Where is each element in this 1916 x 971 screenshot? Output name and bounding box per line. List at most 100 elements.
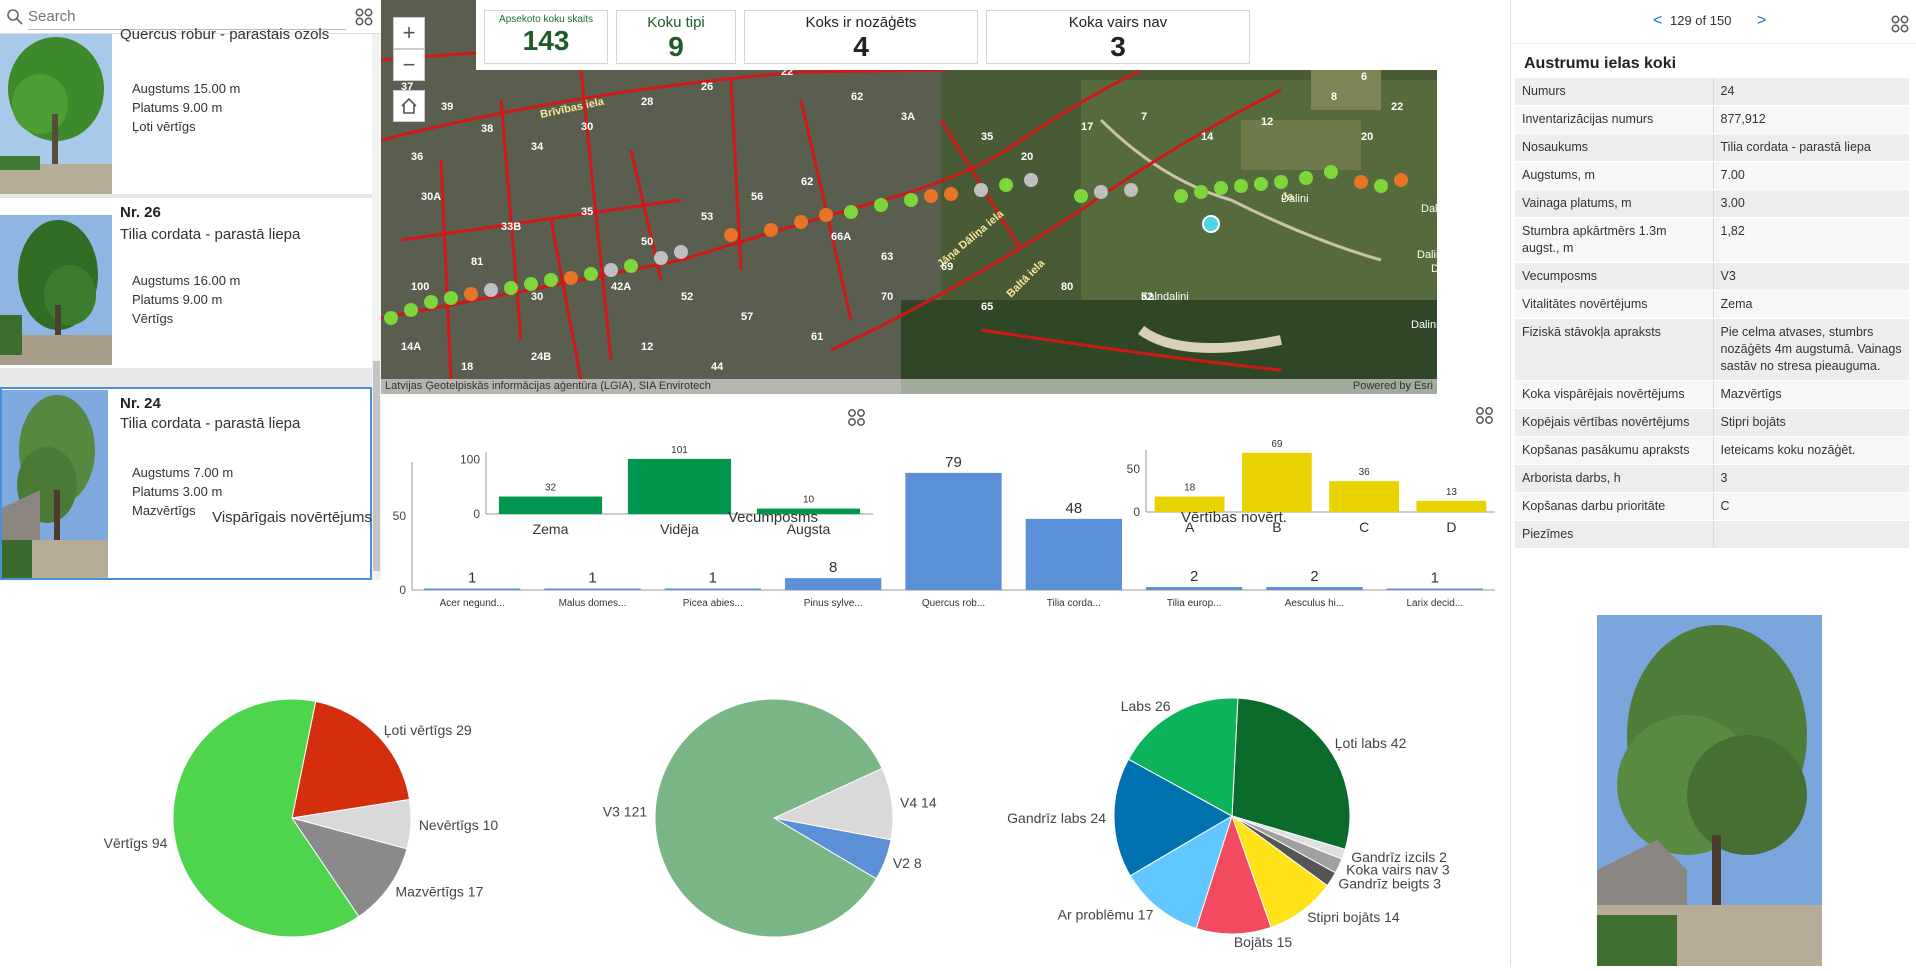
map-view[interactable]: 37 39 38 36 34 30 28 26 22 62 3A 35 20 17 7 14 12 8 30… — [381, 0, 1437, 394]
pie-slice-label: V4 14 — [900, 794, 937, 810]
category-label: Picea abies... — [683, 598, 743, 609]
bar-value-label: 18 — [1184, 483, 1196, 494]
charts-canvas: 0 50 1 Acer negund... 1 Malus domes... 1 Picea … — [104, 407, 1495, 950]
attribute-value: Tilia cordata - parastā liepa — [1713, 133, 1909, 162]
attribute-key: Inventarizācijas numurs — [1515, 105, 1714, 134]
attribute-row: Koka vispārējais novērtējums Mazvērtīgs — [1515, 380, 1909, 409]
list-item-selected[interactable]: Nr. 24 Tilia cordata - parastā liepa Aug… — [0, 387, 372, 580]
layout-grid-icon — [1485, 407, 1493, 415]
svg-text:17: 17 — [1081, 121, 1093, 133]
bar — [905, 472, 1002, 590]
svg-text:57: 57 — [741, 311, 753, 323]
attribute-key: Nosaukums — [1515, 133, 1714, 162]
attribute-row: Vitalitātes novērtējums Zema — [1515, 290, 1909, 319]
tree-value: Vērtīgs — [132, 311, 174, 326]
attribute-value: Ieteicams koku nozāģēt. — [1713, 436, 1909, 465]
category-label: Malus domes... — [559, 598, 627, 609]
bar-value-label: 1 — [709, 570, 717, 587]
svg-text:Dalini 1: Dalini 1 — [1417, 249, 1437, 261]
pie-slice-label: Gandrīz izcils 2 — [1351, 849, 1447, 865]
tree-width: Platums 9.00 m — [132, 100, 223, 115]
pie-slice — [1129, 814, 1233, 930]
home-icon — [401, 97, 417, 114]
svg-text:28: 28 — [641, 96, 653, 108]
category-label: Tilia corda... — [1047, 598, 1101, 609]
layout-grid-icon — [857, 409, 865, 417]
powered-by-esri[interactable]: Powered by Esri — [1352, 380, 1433, 392]
pie-slice — [172, 698, 360, 938]
pie-title: Vecumposms — [728, 509, 818, 526]
layout-grid-icon — [1476, 416, 1484, 424]
layout-grid-icon — [1485, 416, 1493, 424]
pie-slice-label: Ar problēmu 17 — [1058, 906, 1154, 922]
category-label: D — [1446, 519, 1456, 535]
scrollbar-thumb[interactable] — [373, 361, 380, 571]
bar-value-label: 2 — [1190, 568, 1198, 585]
previous-feature-button[interactable]: < — [1653, 12, 1663, 29]
tree-species-name: Tilia cordata - parastā liepa — [120, 226, 301, 243]
attribute-value: 3.00 — [1713, 189, 1909, 218]
list-scrollbar[interactable] — [372, 34, 381, 580]
svg-text:35: 35 — [581, 206, 593, 218]
tree-number: Nr. 26 — [120, 204, 161, 221]
svg-text:34: 34 — [531, 141, 544, 153]
svg-text:6: 6 — [1361, 71, 1367, 83]
tree-species-name: Tilia cordata - parastā liepa — [120, 415, 301, 432]
attribute-key: Vainaga platums, m — [1515, 189, 1714, 218]
svg-text:22: 22 — [1391, 101, 1403, 113]
home-button[interactable] — [393, 90, 425, 122]
next-feature-button[interactable]: > — [1757, 12, 1767, 29]
y-tick-label: 0 — [399, 583, 406, 597]
bar — [1146, 587, 1243, 590]
attribute-key: Vitalitātes novērtējums — [1515, 290, 1714, 319]
bar-value-label: 1 — [468, 570, 476, 587]
bar-value-label: 36 — [1359, 467, 1371, 478]
bar — [1416, 500, 1487, 512]
attribute-key: Koka vispārējais novērtējums — [1515, 380, 1714, 409]
layout-grid-icon[interactable] — [355, 8, 373, 26]
search-icon — [7, 9, 23, 25]
layout-grid-icon[interactable] — [1891, 15, 1909, 33]
pie-slice — [1231, 697, 1351, 850]
bar — [544, 588, 641, 590]
zoom-in-button[interactable]: + — [393, 17, 425, 49]
pie-title: Vērtības novērt. — [1181, 509, 1287, 526]
attribute-row: Augstums, m 7.00 — [1515, 161, 1909, 190]
svg-text:70: 70 — [881, 291, 893, 303]
search-input[interactable] — [28, 4, 346, 30]
list-item[interactable]: Quercus robur - parastais ozols Augstums… — [0, 26, 372, 194]
svg-text:Dalini: Dalini — [1281, 193, 1309, 205]
zoom-out-button[interactable]: − — [393, 49, 425, 81]
y-tick-label: 0 — [1133, 505, 1140, 519]
attribute-row: Kopšanas darbu prioritāte C — [1515, 492, 1909, 521]
kpi-value: 3 — [1110, 31, 1126, 62]
kpi-label: Koka vairs nav — [1068, 14, 1168, 31]
svg-text:30: 30 — [531, 291, 543, 303]
y-tick-label: 50 — [393, 509, 407, 523]
feature-list-panel: Quercus robur - parastais ozols Augstums… — [0, 0, 381, 580]
bar-value-label: 48 — [1065, 500, 1082, 517]
category-label: Vidēja — [660, 521, 699, 537]
attribute-value: Zema — [1713, 290, 1909, 319]
category-label: Zema — [533, 521, 569, 537]
svg-text:26: 26 — [701, 81, 713, 93]
bar — [424, 588, 521, 590]
tree-width: Platums 3.00 m — [132, 484, 223, 499]
list-item[interactable]: Nr. 26 Tilia cordata - parastā liepa Aug… — [0, 198, 372, 368]
pie-slice-label: Labs 26 — [1121, 698, 1171, 714]
detail-panel: < 129 of 150 > Austrumu ielas koki Numur… — [1510, 0, 1916, 966]
pie-slice-label: Gandrīz labs 24 — [1007, 810, 1106, 826]
pie-slice — [772, 767, 894, 841]
svg-text:8: 8 — [1331, 91, 1337, 103]
kpi-strip: Apsekoto koku skaits 143 Koku tipi 9 Kok… — [476, 0, 1437, 70]
attribute-row: Vecumposms V3 — [1515, 262, 1909, 291]
category-label: Larix decid... — [1406, 598, 1463, 609]
kpi-label: Apsekoto koku skaits — [499, 14, 593, 25]
kpi-value: 143 — [522, 25, 570, 56]
attribute-value: 1,82 — [1713, 217, 1909, 263]
bar — [1241, 452, 1312, 512]
bar-value-label: 10 — [803, 495, 815, 506]
svg-text:53: 53 — [701, 211, 713, 223]
bar — [664, 588, 761, 590]
pie-slice — [1113, 758, 1234, 877]
